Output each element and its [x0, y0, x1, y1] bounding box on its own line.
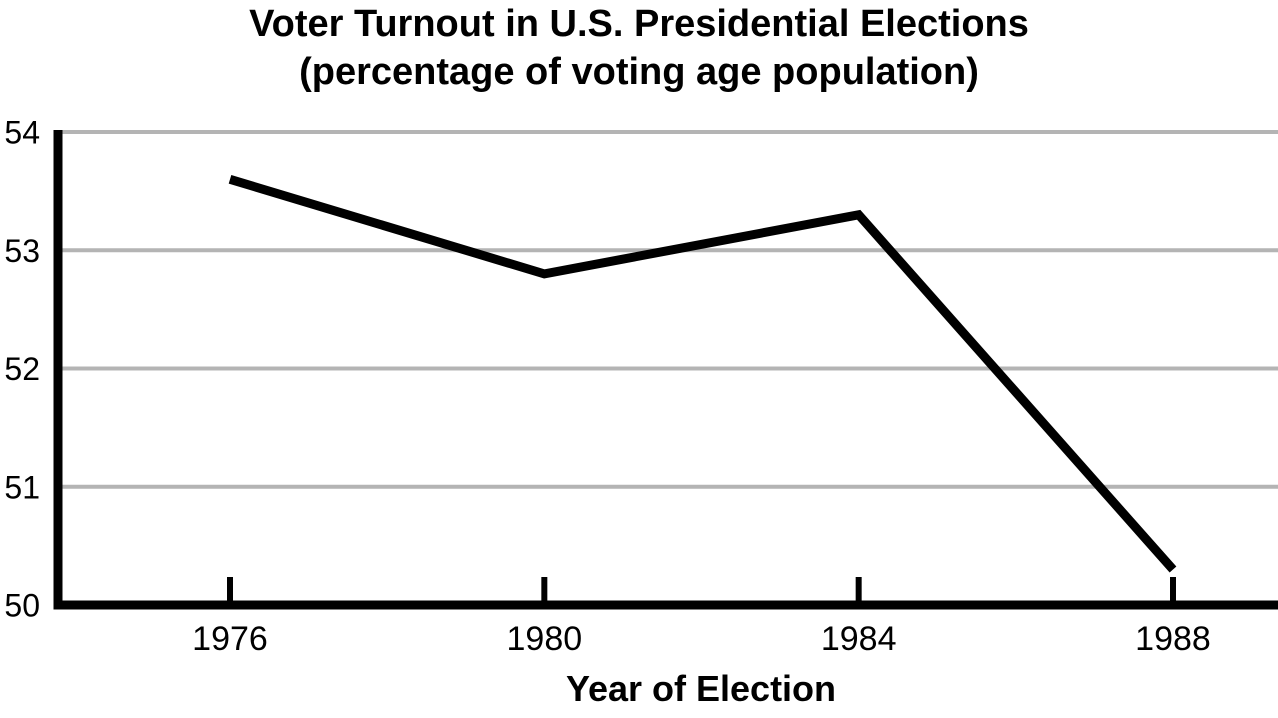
y-tick-label: 54	[4, 115, 40, 151]
x-axis-tick-marks	[227, 577, 1176, 601]
y-tick-label: 51	[4, 469, 40, 505]
x-axis-title: Year of Election	[566, 668, 836, 709]
y-tick-label: 53	[4, 233, 40, 269]
y-axis-tick-labels: 50 51 52 53 54	[4, 115, 40, 624]
chart-title-line2: (percentage of voting age population)	[299, 51, 979, 93]
x-tick-label: 1988	[1135, 620, 1211, 658]
x-tick-label: 1976	[192, 620, 268, 658]
x-tick-label: 1980	[507, 620, 583, 658]
x-tick-label: 1984	[821, 620, 897, 658]
turnout-data-line	[228, 174, 1177, 573]
x-axis-tick-labels: 1976 1980 1984 1988	[192, 620, 1211, 658]
y-tick-label: 50	[4, 588, 40, 624]
y-tick-label: 52	[4, 351, 40, 387]
chart-title-line1: Voter Turnout in U.S. Presidential Elect…	[249, 3, 1029, 45]
